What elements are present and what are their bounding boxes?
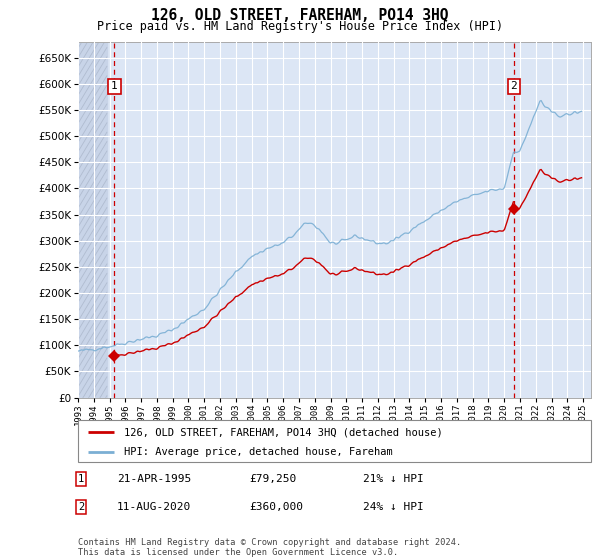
- FancyBboxPatch shape: [78, 420, 591, 462]
- Text: 1: 1: [111, 81, 118, 91]
- Text: Contains HM Land Registry data © Crown copyright and database right 2024.
This d: Contains HM Land Registry data © Crown c…: [78, 538, 461, 557]
- Text: 1: 1: [78, 474, 84, 484]
- Text: 2: 2: [511, 81, 517, 91]
- Text: 126, OLD STREET, FAREHAM, PO14 3HQ (detached house): 126, OLD STREET, FAREHAM, PO14 3HQ (deta…: [124, 428, 443, 437]
- Text: 21-APR-1995: 21-APR-1995: [117, 474, 191, 484]
- Text: HPI: Average price, detached house, Fareham: HPI: Average price, detached house, Fare…: [124, 447, 393, 458]
- Text: 11-AUG-2020: 11-AUG-2020: [117, 502, 191, 512]
- Text: 24% ↓ HPI: 24% ↓ HPI: [363, 502, 424, 512]
- Text: 2: 2: [78, 502, 84, 512]
- Text: 126, OLD STREET, FAREHAM, PO14 3HQ: 126, OLD STREET, FAREHAM, PO14 3HQ: [151, 8, 449, 24]
- Text: Price paid vs. HM Land Registry's House Price Index (HPI): Price paid vs. HM Land Registry's House …: [97, 20, 503, 32]
- Text: £360,000: £360,000: [249, 502, 303, 512]
- Text: 21% ↓ HPI: 21% ↓ HPI: [363, 474, 424, 484]
- Text: £79,250: £79,250: [249, 474, 296, 484]
